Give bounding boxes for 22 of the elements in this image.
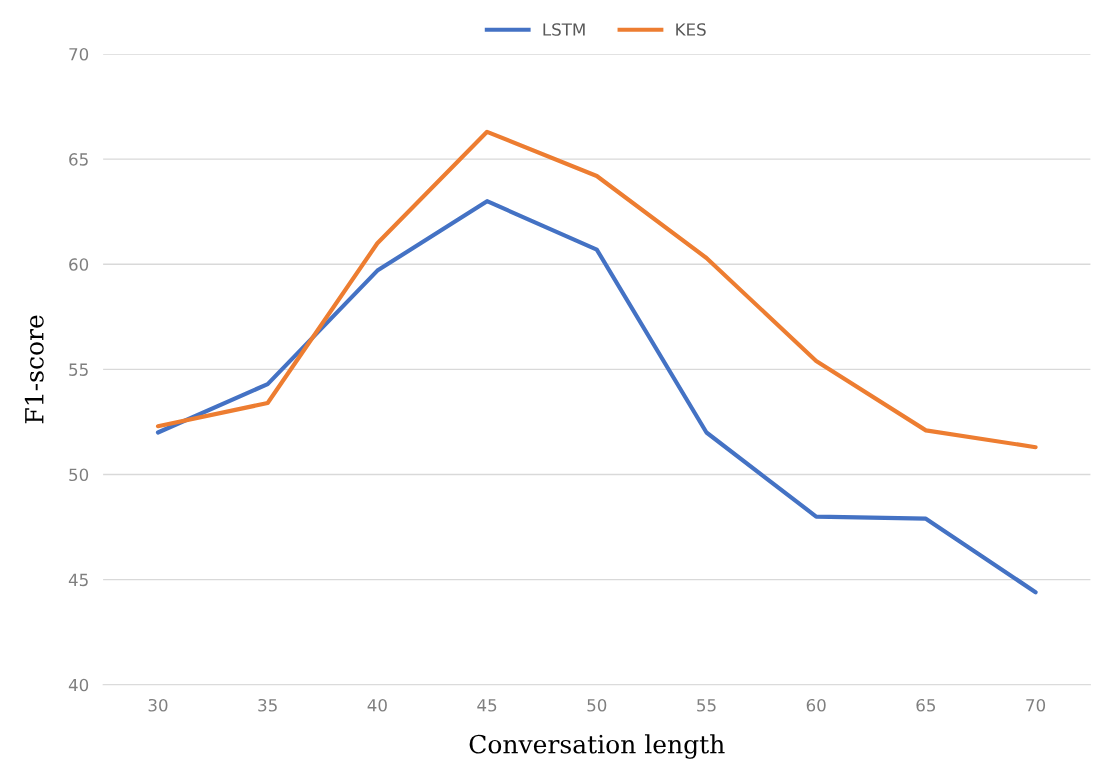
y-tick-label: 40 bbox=[68, 678, 89, 692]
x-tick-label: 50 bbox=[587, 698, 607, 712]
line-series bbox=[155, 199, 1038, 595]
x-tick-label: 65 bbox=[916, 698, 936, 712]
y-tick-label: 45 bbox=[68, 573, 88, 587]
y-tick-label: 50 bbox=[69, 468, 89, 482]
x-tick-label: 70 bbox=[1026, 698, 1046, 712]
x-tick-label: 55 bbox=[697, 699, 716, 712]
y-axis-title: F1-score bbox=[24, 315, 44, 424]
x-tick-label: 45 bbox=[477, 699, 497, 712]
y-tick-label: 60 bbox=[69, 258, 89, 271]
x-axis-title: Conversation length bbox=[469, 734, 725, 759]
line-series bbox=[155, 129, 1038, 450]
y-tick-label: 55 bbox=[69, 363, 88, 376]
legend-label: LSTM bbox=[543, 23, 585, 36]
x-tick-label: 30 bbox=[148, 698, 168, 712]
x-tick-label: 60 bbox=[806, 698, 826, 712]
y-tick-label: 70 bbox=[69, 48, 89, 61]
x-tick-label: 35 bbox=[258, 698, 277, 712]
legend-label: KES bbox=[676, 23, 706, 36]
y-tick-label: 65 bbox=[69, 153, 88, 166]
x-tick-label: 40 bbox=[367, 698, 387, 712]
